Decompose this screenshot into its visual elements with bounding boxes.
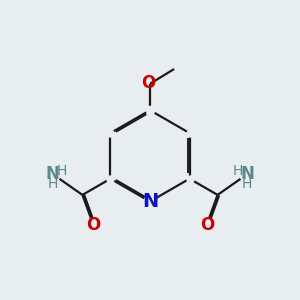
Text: O: O (141, 74, 156, 92)
Text: H: H (48, 177, 58, 191)
Text: H: H (242, 177, 252, 191)
Text: N: N (45, 165, 59, 183)
Text: N: N (142, 192, 158, 211)
Text: O: O (86, 215, 100, 233)
Text: N: N (241, 165, 255, 183)
Text: H: H (232, 164, 243, 178)
Text: H: H (57, 164, 68, 178)
Text: O: O (200, 215, 214, 233)
